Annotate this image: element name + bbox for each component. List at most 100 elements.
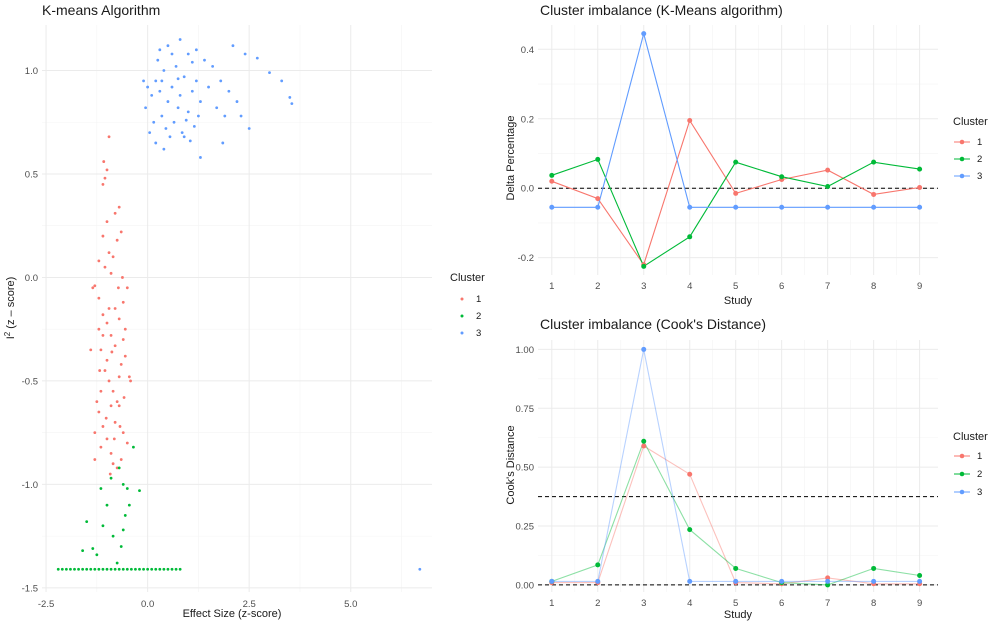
kmeans-point-cluster-3: [227, 89, 231, 93]
kmeans-y-tick-label: 0.0: [25, 273, 38, 284]
kmeans-point-cluster-2: [121, 567, 125, 571]
kmeans-point-cluster-3: [158, 89, 162, 93]
imbalance-cooks-legend-dot-3: [959, 489, 965, 495]
imbalance-kmeans-y-axis-label: Delta Percentage: [505, 116, 517, 201]
kmeans-point-cluster-2: [105, 567, 109, 571]
kmeans-point-cluster-1: [99, 445, 103, 449]
kmeans-point-cluster-2: [81, 567, 85, 571]
imbalance-cooks-y-axis-label: Cook's Distance: [505, 425, 517, 504]
imbalance-cooks-point-cluster-3: [917, 578, 923, 584]
imbalance-kmeans-x-tick-label: 9: [917, 281, 922, 292]
imbalance-cooks-y-ticks: 0.00 0.25 0.50 0.75 1.00: [516, 345, 535, 592]
kmeans-point-cluster-3: [166, 44, 170, 48]
kmeans-point-cluster-1: [109, 404, 113, 408]
kmeans-point-cluster-3: [172, 120, 176, 124]
kmeans-point-cluster-3: [186, 110, 190, 114]
kmeans-point-cluster-1: [105, 220, 109, 223]
kmeans-point-cluster-1: [105, 168, 109, 172]
kmeans-point-cluster-1: [121, 276, 124, 279]
kmeans-point-cluster-1: [119, 230, 123, 234]
kmeans-point-cluster-2: [109, 476, 113, 480]
kmeans-y-axis-label: I2 (z – score): [3, 277, 18, 340]
kmeans-point-cluster-2: [121, 482, 125, 486]
imbalance-kmeans-point-cluster-1: [871, 191, 877, 197]
imbalance-kmeans-title: Cluster imbalance (K-Means algorithm): [540, 2, 783, 18]
imbalance-cooks-legend-label-1: 1: [977, 451, 982, 462]
imbalance-kmeans-legend-title: Cluster: [953, 116, 988, 128]
imbalance-cooks-point-cluster-1: [687, 471, 693, 477]
kmeans-point-cluster-3: [190, 60, 194, 64]
kmeans-point-cluster-1: [117, 205, 121, 209]
kmeans-point-cluster-3: [268, 71, 271, 74]
kmeans-point-cluster-1: [105, 358, 109, 362]
imbalance-cooks-point-cluster-1: [825, 575, 831, 581]
kmeans-point-cluster-3: [170, 85, 174, 89]
kmeans-point-cluster-3: [290, 102, 294, 106]
kmeans-point-cluster-2: [178, 567, 182, 571]
kmeans-point-cluster-2: [89, 567, 93, 571]
kmeans-title: K-means Algorithm: [42, 2, 160, 18]
imbalance-kmeans-x-tick-label: 4: [687, 281, 692, 292]
kmeans-point-cluster-1: [103, 176, 107, 180]
kmeans-point-cluster-3: [199, 100, 202, 103]
imbalance-cooks-point-cluster-3: [871, 578, 877, 584]
kmeans-point-cluster-2: [56, 567, 60, 571]
kmeans-point-cluster-1: [113, 344, 117, 348]
imbalance-kmeans-y-tick-label: 0.4: [521, 45, 534, 56]
kmeans-point-cluster-3: [186, 52, 190, 56]
kmeans-point-cluster-1: [117, 317, 121, 321]
kmeans-point-cluster-2: [93, 567, 97, 571]
imbalance-cooks-y-tick-label: 0.75: [516, 404, 535, 415]
imbalance-kmeans-point-cluster-2: [549, 172, 555, 178]
kmeans-point-cluster-2: [125, 487, 129, 490]
kmeans-point-cluster-3: [188, 139, 192, 143]
imbalance-cooks-point-cluster-2: [641, 438, 647, 444]
imbalance-cooks-x-tick-label: 5: [733, 598, 738, 609]
kmeans-point-cluster-3: [215, 106, 219, 110]
kmeans-point-cluster-1: [123, 327, 127, 331]
imbalance-cooks-x-tick-label: 2: [595, 598, 600, 609]
kmeans-legend-label-2: 2: [476, 311, 481, 322]
imbalance-kmeans-point-cluster-2: [595, 156, 601, 162]
imbalance-cooks-reference-lines: [538, 496, 938, 586]
imbalance-cooks-point-cluster-2: [687, 527, 693, 533]
kmeans-point-cluster-1: [129, 379, 132, 383]
kmeans-point-cluster-2: [115, 561, 119, 565]
kmeans-x-ticks: -2.5 0.0 2.5 5.0: [38, 599, 357, 610]
kmeans-point-cluster-2: [121, 528, 125, 532]
kmeans-x-axis-label: Effect Size (z-score): [183, 608, 282, 620]
kmeans-point-cluster-1: [118, 425, 122, 428]
imbalance-kmeans-legend-label-1: 1: [977, 137, 982, 148]
imbalance-cooks-point-cluster-3: [549, 578, 555, 584]
kmeans-point-cluster-3: [142, 79, 145, 83]
kmeans-point-cluster-1: [121, 338, 125, 341]
imbalance-cooks-y-tick-label: 0.50: [516, 463, 535, 474]
kmeans-point-cluster-3: [288, 96, 292, 99]
kmeans-point-cluster-2: [105, 503, 109, 507]
kmeans-point-cluster-1: [105, 437, 109, 441]
imbalance-cooks-x-tick-label: 3: [641, 598, 646, 609]
kmeans-point-cluster-2: [129, 567, 133, 571]
kmeans-point-cluster-3: [203, 58, 206, 62]
kmeans-point-cluster-2: [117, 466, 121, 470]
kmeans-point-cluster-3: [178, 38, 182, 41]
kmeans-point-cluster-3: [221, 141, 225, 145]
kmeans-point-cluster-1: [123, 354, 127, 358]
imbalance-cooks-points: [549, 346, 923, 588]
imbalance-kmeans-point-cluster-1: [917, 185, 923, 190]
imbalance-kmeans-point-cluster-2: [825, 183, 831, 189]
kmeans-point-cluster-3: [182, 75, 186, 79]
kmeans-point-cluster-1: [112, 437, 116, 441]
imbalance-kmeans-legend-dot-2: [959, 156, 965, 162]
kmeans-point-cluster-1: [107, 307, 111, 310]
imbalance-kmeans-point-cluster-3: [733, 204, 739, 210]
kmeans-point-cluster-3: [182, 135, 186, 139]
kmeans-point-cluster-1: [115, 400, 119, 404]
kmeans-point-cluster-3: [150, 93, 154, 97]
kmeans-point-cluster-3: [176, 77, 180, 81]
kmeans-point-cluster-3: [280, 79, 284, 83]
imbalance-kmeans-point-cluster-2: [871, 159, 877, 165]
kmeans-point-cluster-2: [146, 567, 150, 571]
imbalance-kmeans-point-cluster-1: [549, 178, 555, 184]
imbalance-cooks-y-tick-label: 1.00: [516, 345, 535, 356]
